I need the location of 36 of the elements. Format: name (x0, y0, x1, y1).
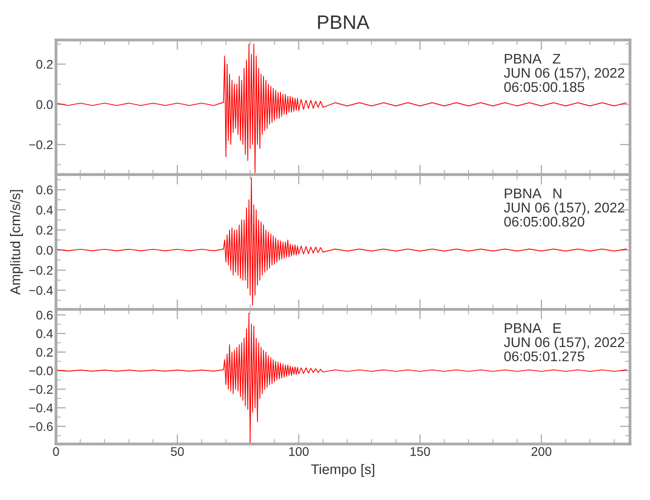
y-tick-label: 0.4 (36, 329, 53, 338)
y-tick-label: 0.4 (36, 206, 53, 214)
y-tick-label: −0.2 (29, 266, 53, 275)
y-tick-label: −0.0 (29, 366, 53, 376)
x-tick-label: 50 (170, 447, 184, 456)
y-tick-label: 0.2 (36, 60, 53, 69)
annotation: 06:05:00.820 (504, 216, 584, 227)
annotation: PBNA N (504, 188, 562, 198)
y-axis-title: Amplitud [cm/s/s] (10, 190, 23, 295)
annotation: JUN 06 (157), 2022 (504, 68, 624, 81)
annotation: 06:05:00.185 (504, 82, 584, 92)
line-series (56, 44, 627, 174)
annotation: JUN 06 (157), 2022 (504, 336, 624, 350)
y-tick-label: 0.2 (36, 348, 53, 357)
y-tick-label: 0.6 (36, 310, 53, 320)
y-tick-label: −0.2 (29, 385, 53, 394)
annotation: PBNA E (504, 323, 562, 333)
x-tick-label: 0 (53, 447, 59, 456)
y-tick-label: 0.6 (36, 186, 53, 194)
line-series (56, 312, 627, 444)
y-tick-label: −0.4 (29, 286, 53, 295)
annotation: PBNA Z (504, 54, 560, 64)
y-tick-label: −0.4 (29, 404, 53, 412)
annotation: JUN 06 (157), 2022 (504, 202, 624, 216)
y-tick-label: 0.2 (36, 226, 53, 235)
y-tick-label: 0.0 (36, 246, 53, 255)
y-tick-label: 0.0 (36, 100, 53, 109)
x-axis-title: Tiempo [s] (311, 464, 374, 477)
x-tick-label: 200 (532, 447, 552, 456)
line-series (56, 177, 627, 306)
x-tick-label: 100 (289, 447, 309, 456)
chart-title: PBNA (318, 16, 370, 29)
x-tick-label: 150 (410, 447, 430, 456)
y-tick-label: −0.2 (29, 140, 53, 150)
annotation: 06:05:01.275 (504, 351, 584, 362)
y-tick-label: −0.6 (29, 422, 53, 432)
